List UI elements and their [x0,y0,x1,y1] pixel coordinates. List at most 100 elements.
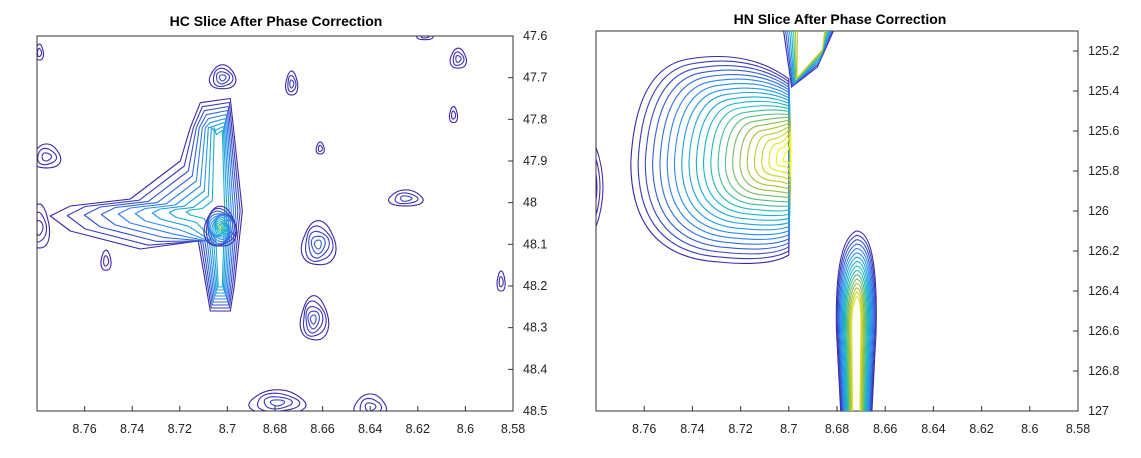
y-tick-label: 125.2 [1088,44,1119,58]
y-tick-label: 48.4 [523,362,547,376]
hn-lower-peak-contour-line [835,230,877,411]
hc-ridge-contour-line [100,109,237,303]
x-tick-label: 8.72 [168,422,192,436]
hc-main-peak-contour-line [216,223,224,232]
hc-ridge-contour-line [83,105,239,306]
hn-lower-peak-contour-line [849,287,864,411]
x-tick-label: 8.74 [680,422,704,436]
hn-edge-contour-line [596,156,601,218]
hc-main-peak-contour-line [218,225,223,230]
y-tick-label: 47.6 [523,29,547,43]
hc-peak-l-contour-line [353,393,388,411]
hc-peak-b-contour-line [212,67,234,88]
hn-top-stripe-contour-line [787,31,832,86]
hn-main-lobe-contour-line [775,132,792,174]
x-tick-label: 8.6 [1021,422,1038,436]
y-tick-label: 125.6 [1088,124,1119,138]
hn-main-lobe-contour-line [673,83,790,236]
hn-lower-peak-contour-line [845,274,867,411]
hn-x-axis: 8.76 8.74 8.72 8.7 8.68 8.66 8.64 8.62 8.6 8.58 [632,406,1090,436]
hn-chart-title: HN Slice After Phase Correction [734,11,947,27]
hc-peak-f-contour-line [455,55,462,63]
hc-main-peak-contour-line [205,207,237,247]
hc-peak-p-contour-line [37,43,45,61]
hc-main-peak-contour-line [214,220,227,236]
hn-main-lobe-contour-line [761,127,791,182]
hc-peak-n-contour-line [37,211,48,243]
hn-main-lobe-contour-line [644,65,790,255]
y-tick-label: 126.2 [1088,244,1119,258]
hc-peak-d-contour-line [305,305,324,334]
hc-peak-k-contour-line [248,389,307,411]
hc-peak-p-contour-line [37,47,43,58]
x-tick-label: 8.62 [406,422,430,436]
hc-main-peak-contour-line [215,222,225,234]
hn-main-lobe-contour-line [768,130,792,178]
hn-main-lobe-contour-line [652,69,790,250]
x-tick-label: 8.7 [780,422,797,436]
y-tick-label: 125.4 [1088,84,1119,98]
hc-peak-f-contour-line [449,47,468,69]
hc-peak-e-contour-line [284,70,299,96]
hc-main-peak-contour-line [211,216,229,238]
x-tick-label: 8.66 [310,422,334,436]
hn-lower-peak-contour-line [850,291,863,411]
hc-peak-b-contour-line [218,74,227,82]
hc-peak-d-contour-line [309,314,317,325]
y-tick-label: 126.6 [1088,324,1119,338]
hc-ridge-contour-line [117,113,235,300]
y-tick-label: 48.3 [523,321,547,335]
hc-peak-e-contour-line [289,79,295,89]
y-tick-label: 47.8 [523,112,547,126]
y-tick-label: 126 [1088,204,1109,218]
hc-peak-o-contour-line [420,36,430,39]
hn-main-lobe-contour-line [630,55,790,264]
y-tick-label: 48 [523,196,537,210]
hc-slice-chart: HC Slice After Phase Correction 8.76 8.74… [36,13,547,436]
hc-peak-d-contour-line [302,300,327,337]
hc-peak-a-contour-line [313,239,322,250]
hc-main-peak-contour-line [209,214,230,240]
hn-main-lobe-contour-line [717,109,791,207]
hc-ridge-contour-line [66,101,241,309]
hc-peak-e-contour-line [287,74,297,93]
hn-edge-contour-line [596,170,598,204]
hc-plot-frame [36,35,514,412]
y-tick-label: 126.8 [1088,364,1119,378]
hc-peak-c-contour-line [387,189,424,207]
hc-peak-j-contour-line [498,276,504,288]
hn-main-lobe-contour-line [724,113,791,203]
hn-main-lobe-contour-line [753,124,791,187]
hc-main-peak-contour-line [213,218,228,237]
hn-top-stripe-contour-line [791,31,829,84]
hn-top-stripe-contour-line [796,31,826,80]
hc-peak-d-contour-line [307,310,320,330]
hc-peak-n-contour-line [37,203,51,249]
hc-peak-k-contour-line [256,392,301,411]
hc-contour-layer [37,36,506,411]
hn-lower-peak-contour-line [842,261,870,411]
hc-peak-d-contour-line [299,295,330,341]
hc-peak-a-contour-line [310,235,326,255]
hn-main-lobe-contour-line [732,116,791,199]
hc-ridge-contour-line [49,97,243,312]
hn-lower-peak-contour-line [841,256,871,411]
hc-peak-g-contour-line [103,255,110,267]
hc-peak-m-contour-line [37,147,58,166]
hn-lower-peak-contour-line [843,265,869,411]
hc-peak-i-contour-line [317,144,323,152]
y-tick-label: 48.5 [523,404,547,418]
hn-top-stripe-contour-line [783,31,834,89]
x-tick-label: 8.58 [501,422,525,436]
hn-lower-peak-contour-line [839,247,873,411]
hn-main-lobe-contour-line [681,87,790,231]
hc-peak-f-contour-line [452,51,465,66]
hc-peak-a-contour-line [308,230,330,259]
hn-lower-peak-contour-line [844,269,868,411]
hc-peak-l-contour-line [364,402,377,411]
hn-main-lobe-contour-line [688,91,791,226]
hc-peak-h-contour-line [451,110,457,120]
x-tick-label: 8.64 [921,422,945,436]
hn-lower-peak-contour-line [846,278,866,411]
hn-main-lobe-contour-line [695,96,791,221]
